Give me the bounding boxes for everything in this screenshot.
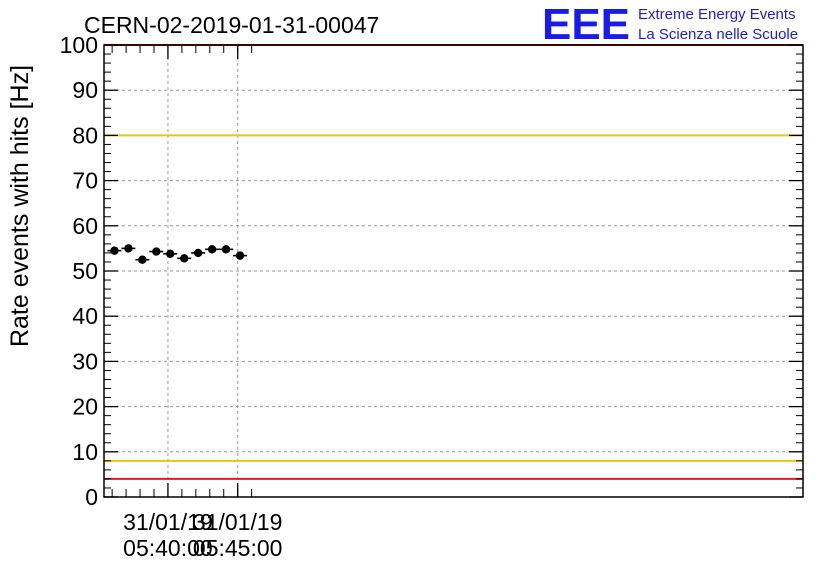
y-tick-label: 100 xyxy=(60,32,98,58)
axis-ticks xyxy=(104,44,803,498)
y-tick-label: 90 xyxy=(72,77,98,103)
data-point xyxy=(110,246,119,255)
logo-subtitle-line1: Extreme Energy Events xyxy=(638,6,796,23)
reference-lines xyxy=(104,44,803,480)
grid-lines xyxy=(104,45,803,497)
data-point xyxy=(207,245,217,254)
data-point xyxy=(235,251,245,260)
y-tick-label: 40 xyxy=(72,303,98,329)
eee-logo: EEE xyxy=(542,0,630,49)
x-tick-date-label: 31/01/19 xyxy=(193,509,283,535)
data-point xyxy=(138,255,147,264)
chart-title: CERN-02-2019-01-31-00047 xyxy=(84,12,379,38)
data-point xyxy=(221,245,231,254)
y-tick-label: 30 xyxy=(72,348,98,374)
x-tick-time-label: 05:45:00 xyxy=(193,535,283,561)
y-tick-label: 50 xyxy=(72,258,98,284)
data-point xyxy=(166,249,175,259)
y-tick-label: 60 xyxy=(72,213,98,239)
data-point xyxy=(124,244,133,253)
y-tick-label: 0 xyxy=(85,484,98,510)
x-tick-time-label: 05:40:00 xyxy=(123,535,213,561)
y-tick-label: 80 xyxy=(72,122,98,148)
y-tick-label: 10 xyxy=(72,439,98,465)
data-point xyxy=(152,247,161,256)
y-axis-label: Rate events with hits [Hz] xyxy=(6,65,34,347)
y-tick-label: 70 xyxy=(72,168,98,194)
data-point xyxy=(193,248,203,258)
logo-subtitle-line2: La Scienza nelle Scuole xyxy=(638,26,798,43)
x-tick-date-label: 31/01/19 xyxy=(123,509,213,535)
y-tick-label: 20 xyxy=(72,394,98,420)
data-series xyxy=(107,244,247,264)
tick-labels: 0 10 20 30 40 50 60 70 80 90 100 31/01/1905:40:0031… xyxy=(60,32,283,561)
data-point xyxy=(180,254,189,263)
